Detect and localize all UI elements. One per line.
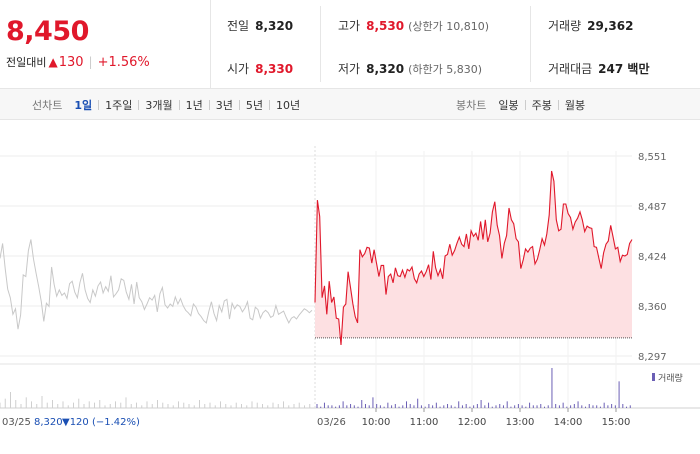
chart-toolbar: 선차트 1일 1주일 3개월 1년 3년 5년 10년 봉차트 일봉 주봉 월봉: [0, 89, 700, 120]
stat-value: 29,362: [587, 19, 634, 33]
stat-label: 저가: [338, 62, 361, 76]
upper-limit-note: (상한가 10,810): [408, 20, 489, 33]
volume-legend-swatch: [652, 373, 655, 381]
period-3m[interactable]: 3개월: [145, 99, 173, 112]
stat-low: 저가 8,320 (하한가 5,830): [338, 60, 482, 77]
chart-svg[interactable]: 8,551 8,487 8,424 8,360 8,297 10:00 11:00 12:00…: [0, 120, 700, 450]
period-5y[interactable]: 5년: [245, 99, 264, 112]
line-chart-label: 선차트: [32, 99, 63, 112]
candle-weekly[interactable]: 주봉: [531, 99, 552, 112]
change-label: 전일대비: [6, 56, 47, 69]
period-1d[interactable]: 1일: [74, 99, 93, 112]
y-tick-label: 8,297: [638, 352, 667, 363]
current-price: 8,450: [6, 16, 89, 47]
candle-monthly[interactable]: 월봉: [564, 99, 586, 112]
price-summary: 8,450 전일대비 ▲ 130 | +1.56%: [0, 0, 211, 88]
stat-label: 고가: [338, 19, 361, 33]
stat-prev-close: 전일 8,320: [227, 17, 293, 34]
stat-value: 8,330: [255, 62, 294, 76]
x-tick-label: 11:00: [410, 417, 439, 428]
today-price-line: [314, 170, 633, 346]
stat-label: 시가: [227, 62, 250, 76]
prev-day-price-line: [0, 239, 313, 330]
stat-value: 8,320: [255, 19, 294, 33]
stat-value: 247 백만: [598, 62, 650, 76]
today-date-label: 03/26: [317, 417, 346, 428]
stat-label: 전일: [227, 19, 250, 33]
period-3y[interactable]: 3년: [215, 99, 233, 112]
volume-legend-label: 거래량: [658, 372, 683, 384]
stat-high: 고가 8,530 (상한가 10,810): [338, 17, 489, 34]
stats-panel: 전일 8,320 시가 8,330 고가 8,530 (상한가 10,810) …: [210, 0, 700, 88]
stat-open: 시가 8,330: [227, 60, 293, 77]
stat-amount: 거래대금 247 백만: [548, 60, 649, 77]
change-percent: +1.56%: [97, 54, 150, 70]
candle-chart-label: 봉차트: [456, 99, 487, 112]
period-10y[interactable]: 10년: [276, 99, 301, 112]
candle-chart-periods: 봉차트 일봉 주봉 월봉: [456, 97, 585, 113]
x-tick-label: 12:00: [458, 417, 487, 428]
stat-value: 8,320: [366, 62, 405, 76]
prev-date-label: 03/25: [2, 417, 31, 428]
today-price-area: [315, 171, 632, 345]
period-1y[interactable]: 1년: [185, 99, 203, 112]
column-divider: [320, 6, 321, 82]
column-divider: [530, 6, 531, 82]
period-1w[interactable]: 1주일: [105, 99, 133, 112]
prev-close-value: 8,320: [34, 417, 63, 428]
change-separator: |: [88, 55, 93, 69]
stat-volume: 거래량 29,362: [548, 17, 633, 34]
stat-value: 8,530: [366, 19, 405, 33]
y-tick-label: 8,551: [638, 152, 667, 163]
intraday-chart[interactable]: 8,551 8,487 8,424 8,360 8,297 10:00 11:00 12:00…: [0, 120, 700, 450]
change-amount: 130: [58, 54, 84, 70]
line-chart-periods: 선차트 1일 1주일 3개월 1년 3년 5년 10년: [32, 97, 300, 113]
x-tick-label: 14:00: [554, 417, 583, 428]
prev-change-value: ▼120 (−1.42%): [62, 417, 140, 428]
stat-label: 거래량: [548, 19, 582, 33]
up-arrow-icon: ▲: [48, 55, 58, 69]
quote-header: 8,450 전일대비 ▲ 130 | +1.56% 전일 8,320 시가 8,…: [0, 0, 700, 89]
candle-daily[interactable]: 일봉: [498, 99, 519, 112]
x-tick-label: 15:00: [602, 417, 631, 428]
y-tick-label: 8,487: [638, 202, 667, 213]
price-change: 전일대비 ▲ 130 | +1.56%: [6, 54, 150, 70]
lower-limit-note: (하한가 5,830): [408, 63, 482, 76]
stat-label: 거래대금: [548, 62, 593, 76]
x-tick-label: 10:00: [362, 417, 391, 428]
y-tick-label: 8,424: [638, 252, 667, 263]
y-tick-label: 8,360: [638, 302, 667, 313]
x-tick-label: 13:00: [506, 417, 535, 428]
